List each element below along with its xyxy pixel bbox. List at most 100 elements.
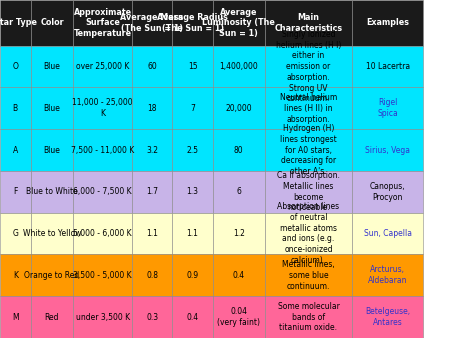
Text: 6,000 - 7,500 K: 6,000 - 7,500 K	[73, 187, 132, 196]
Bar	[132, 171, 172, 213]
Text: Hydrogen (H)
lines strongest
for A0 stars,
decreasing for
other A's.: Hydrogen (H) lines strongest for A0 star…	[280, 124, 337, 176]
Bar	[31, 88, 73, 129]
Text: Main
Characteristics: Main Characteristics	[274, 13, 342, 32]
Text: 7: 7	[190, 104, 195, 113]
Text: 1.1: 1.1	[146, 229, 158, 238]
Bar	[132, 88, 172, 129]
Bar	[265, 296, 352, 338]
Text: 1.1: 1.1	[187, 229, 198, 238]
Text: 0.04
(very faint): 0.04 (very faint)	[217, 307, 260, 327]
Text: Average
Luminosity (The
Sun = 1): Average Luminosity (The Sun = 1)	[202, 8, 275, 38]
Bar	[73, 171, 132, 213]
Bar	[31, 129, 73, 171]
Bar	[265, 46, 352, 88]
Text: 20,000: 20,000	[225, 104, 252, 113]
Text: 15: 15	[188, 62, 198, 71]
Text: M: M	[12, 313, 18, 322]
Text: Blue: Blue	[44, 104, 60, 113]
Text: K: K	[13, 271, 18, 280]
Bar	[265, 0, 352, 46]
Text: Average Mass
(The Sun = 1): Average Mass (The Sun = 1)	[121, 13, 184, 32]
Text: A: A	[13, 146, 18, 154]
Bar	[73, 129, 132, 171]
Text: Metallic lines,
some blue
continuum.: Metallic lines, some blue continuum.	[282, 260, 335, 291]
Text: 0.8: 0.8	[146, 271, 158, 280]
Bar	[172, 0, 213, 46]
Bar	[265, 88, 352, 129]
Text: 0.3: 0.3	[146, 313, 158, 322]
Bar	[213, 129, 265, 171]
Bar	[172, 255, 213, 296]
Text: Approximate
Surface
Temperature: Approximate Surface Temperature	[73, 8, 132, 38]
Text: 60: 60	[147, 62, 157, 71]
Text: 1.3: 1.3	[187, 187, 198, 196]
Bar	[31, 171, 73, 213]
Text: 7,500 - 11,000 K: 7,500 - 11,000 K	[71, 146, 134, 154]
Bar	[213, 213, 265, 255]
Bar	[132, 255, 172, 296]
Bar	[0, 296, 31, 338]
Bar	[31, 46, 73, 88]
Text: 3.2: 3.2	[146, 146, 158, 154]
Text: Orange to Red: Orange to Red	[24, 271, 80, 280]
Bar	[0, 171, 31, 213]
Bar	[352, 255, 423, 296]
Bar	[31, 296, 73, 338]
Bar	[73, 0, 132, 46]
Bar	[213, 296, 265, 338]
Bar	[352, 171, 423, 213]
Bar	[0, 46, 31, 88]
Text: 80: 80	[234, 146, 243, 154]
Text: O: O	[12, 62, 18, 71]
Text: 1.2: 1.2	[233, 229, 245, 238]
Bar	[213, 46, 265, 88]
Bar	[213, 255, 265, 296]
Text: 10 Lacertra: 10 Lacertra	[365, 62, 410, 71]
Bar	[265, 171, 352, 213]
Bar	[213, 0, 265, 46]
Text: Examples: Examples	[366, 18, 409, 27]
Text: 0.4: 0.4	[233, 271, 245, 280]
Text: under 3,500 K: under 3,500 K	[76, 313, 130, 322]
Bar	[213, 88, 265, 129]
Text: Singly ionized
helium lines (H I)
either in
emission or
absorption.
Strong UV
co: Singly ionized helium lines (H I) either…	[276, 30, 341, 103]
Bar	[352, 296, 423, 338]
Bar	[352, 213, 423, 255]
Text: Sun, Capella: Sun, Capella	[364, 229, 412, 238]
Text: Color: Color	[40, 18, 64, 27]
Bar	[31, 213, 73, 255]
Text: Average Radius
(The Sun = 1): Average Radius (The Sun = 1)	[157, 13, 228, 32]
Bar	[132, 296, 172, 338]
Bar	[73, 46, 132, 88]
Bar	[172, 46, 213, 88]
Bar	[31, 0, 73, 46]
Bar	[73, 213, 132, 255]
Text: Red: Red	[45, 313, 59, 322]
Text: Blue: Blue	[44, 146, 60, 154]
Text: Neutral helium
lines (H II) in
absorption.: Neutral helium lines (H II) in absorptio…	[280, 93, 337, 123]
Text: Some molecular
bands of
titanium oxide.: Some molecular bands of titanium oxide.	[278, 302, 339, 332]
Bar	[352, 0, 423, 46]
Bar	[132, 46, 172, 88]
Bar	[132, 0, 172, 46]
Text: Blue: Blue	[44, 62, 60, 71]
Bar	[265, 255, 352, 296]
Text: 5,000 - 6,000 K: 5,000 - 6,000 K	[73, 229, 132, 238]
Bar	[132, 213, 172, 255]
Bar	[132, 129, 172, 171]
Bar	[0, 0, 31, 46]
Bar	[352, 88, 423, 129]
Text: Rigel
Spica: Rigel Spica	[377, 98, 398, 118]
Text: 6: 6	[236, 187, 241, 196]
Bar	[73, 255, 132, 296]
Text: 18: 18	[147, 104, 157, 113]
Text: 1.7: 1.7	[146, 187, 158, 196]
Text: G: G	[12, 229, 18, 238]
Text: Sirius, Vega: Sirius, Vega	[365, 146, 410, 154]
Text: Blue to White: Blue to White	[26, 187, 78, 196]
Bar	[172, 171, 213, 213]
Text: over 25,000 K: over 25,000 K	[76, 62, 129, 71]
Bar	[172, 296, 213, 338]
Bar	[0, 129, 31, 171]
Text: 0.9: 0.9	[187, 271, 198, 280]
